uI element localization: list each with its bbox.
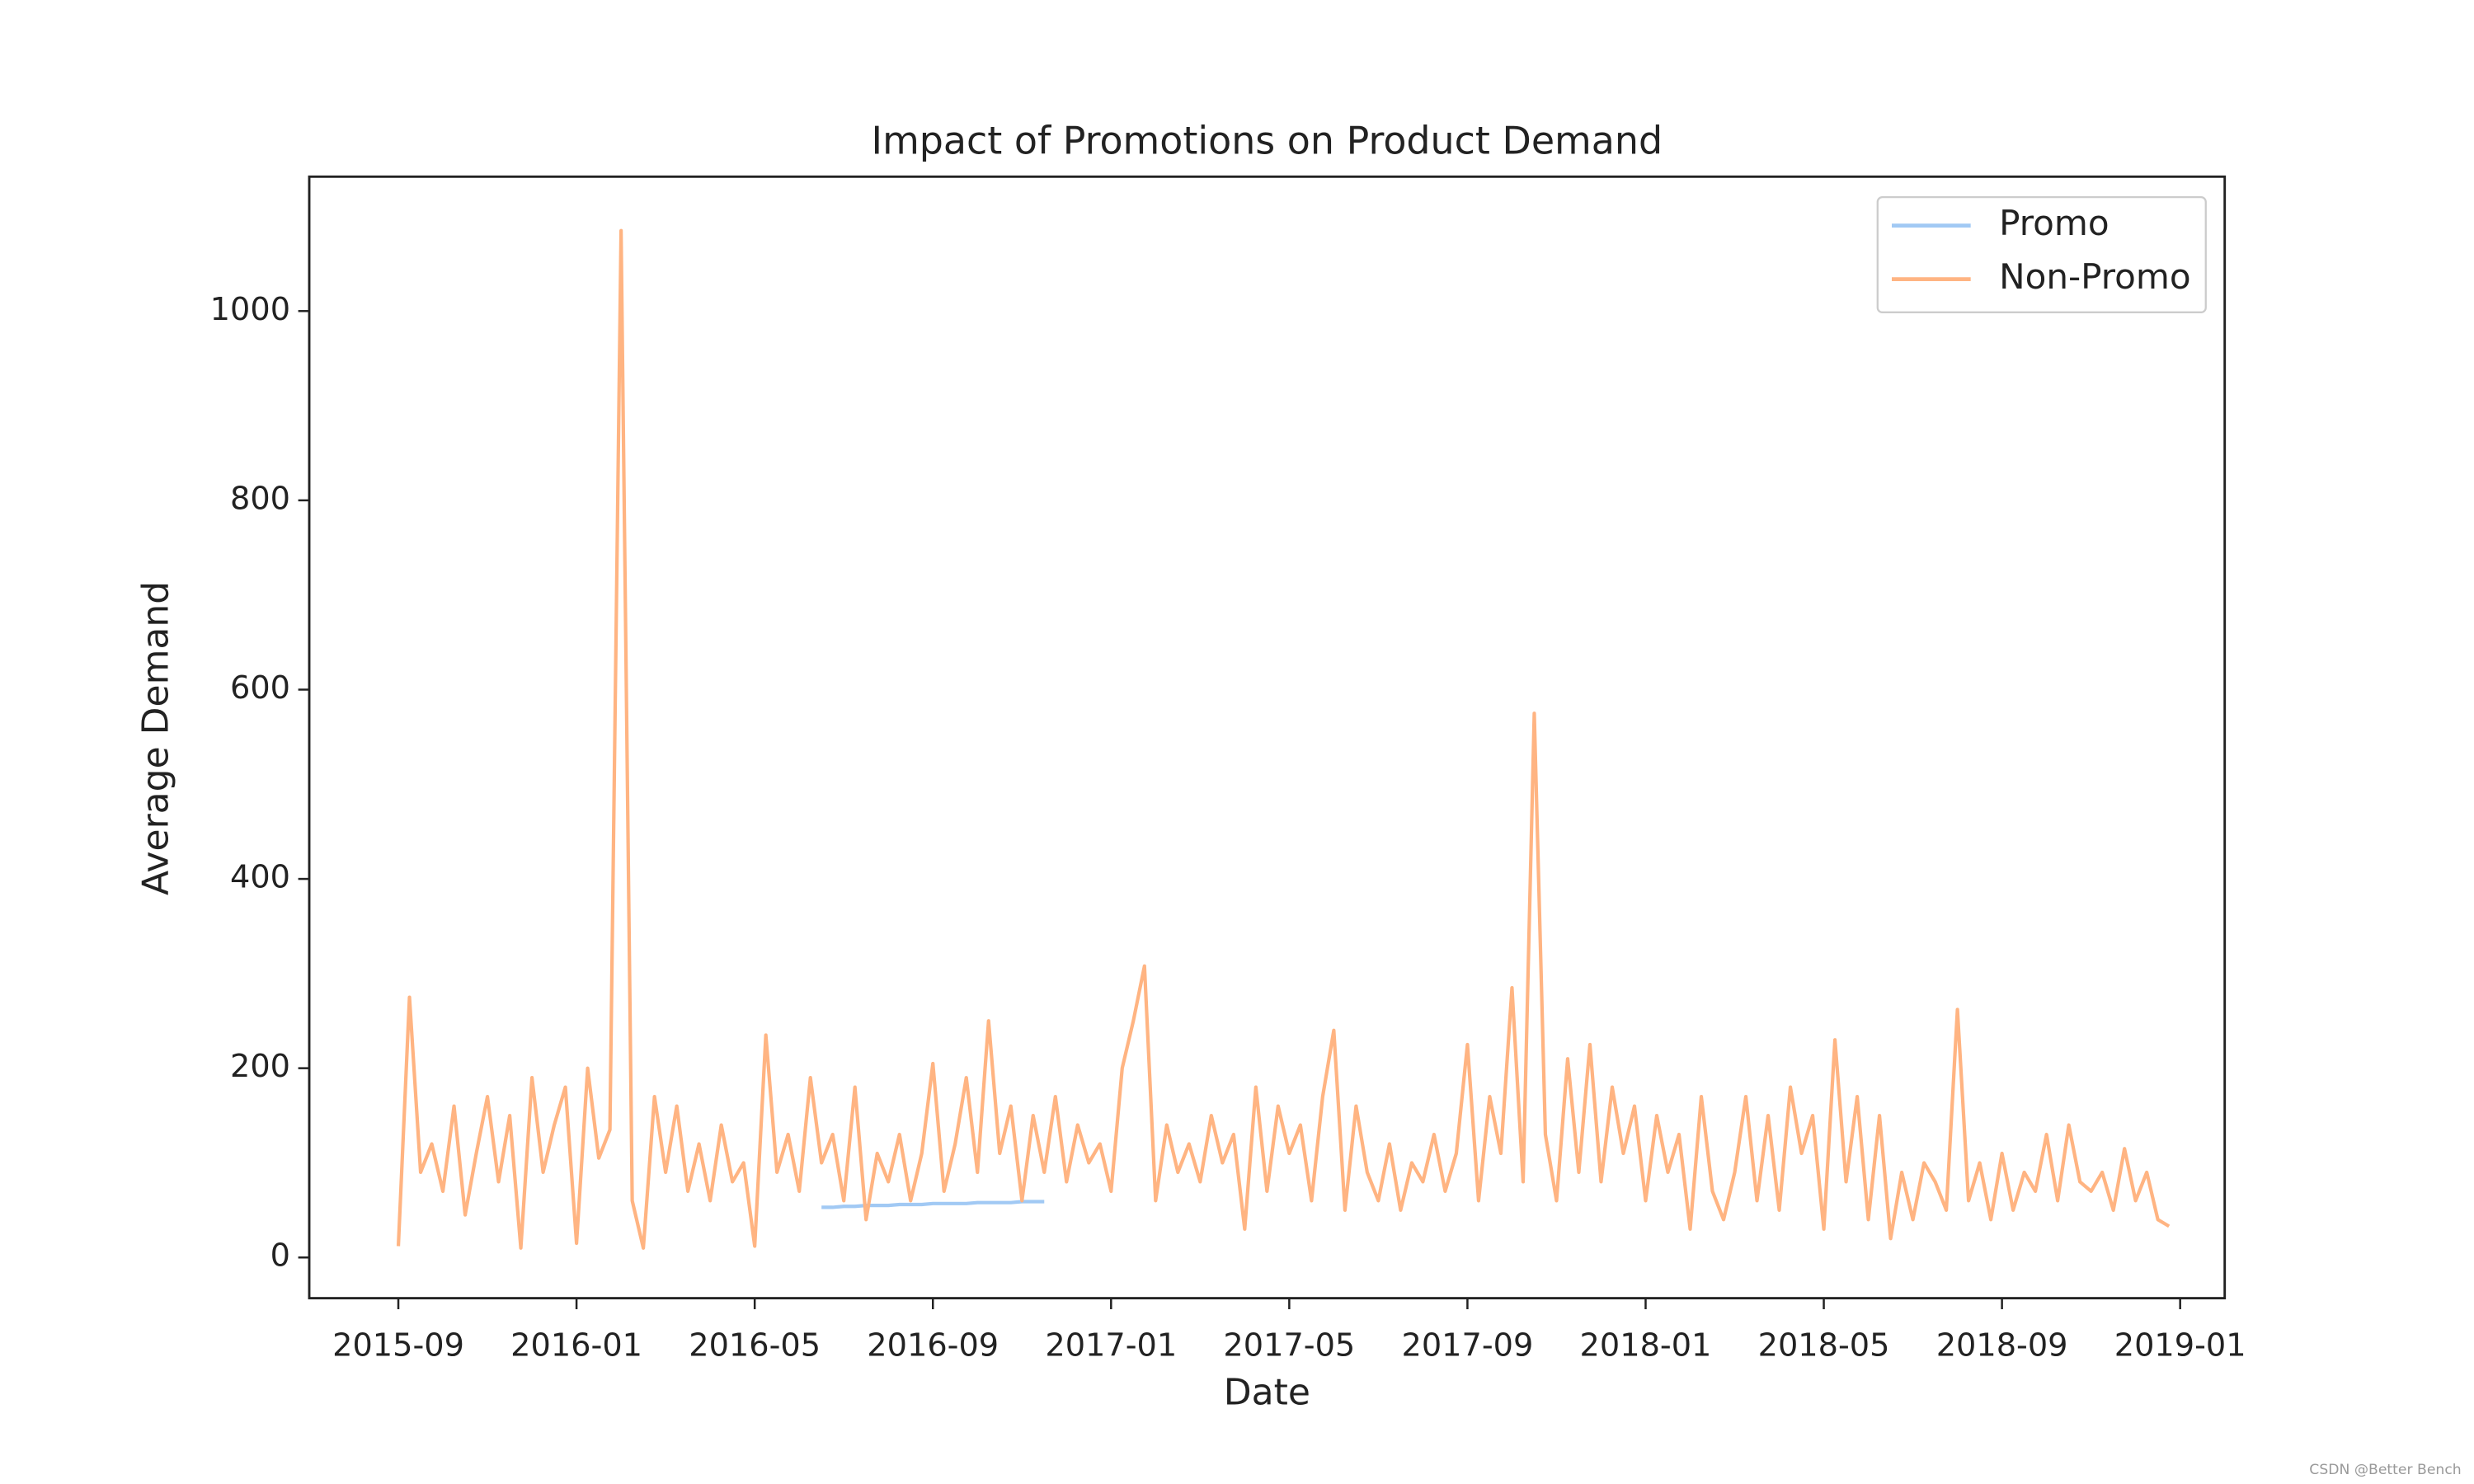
- x-tick-label: 2018-09: [1936, 1327, 2068, 1364]
- y-tick-label: 200: [230, 1048, 290, 1085]
- x-tick-label: 2019-01: [2114, 1327, 2246, 1364]
- x-tick-label: 2018-05: [1758, 1327, 1890, 1364]
- x-tick-label: 2017-05: [1223, 1327, 1355, 1364]
- x-tick-label: 2017-01: [1045, 1327, 1177, 1364]
- series-line: [821, 1200, 1045, 1209]
- series-line: [396, 228, 2171, 1250]
- y-tick-label: 600: [230, 669, 290, 707]
- y-tick-label: 800: [230, 480, 290, 517]
- x-tick-label: 2016-05: [689, 1327, 821, 1364]
- y-tick-label: 0: [270, 1237, 290, 1275]
- x-tick-label: 2015-09: [332, 1327, 464, 1364]
- legend-label: Promo: [1999, 203, 2109, 243]
- x-tick-label: 2017-09: [1402, 1327, 1534, 1364]
- plot-frame: [308, 175, 2227, 1300]
- y-axis-label: Average Demand: [134, 581, 176, 895]
- x-tick-label: 2016-09: [867, 1327, 999, 1364]
- watermark: CSDN @Better Bench: [2309, 1462, 2461, 1478]
- y-tick-label: 1000: [210, 291, 290, 328]
- legend: Promo Non-Promo: [1876, 196, 2207, 313]
- x-axis-label: Date: [1224, 1371, 1310, 1413]
- x-tick-label: 2016-01: [510, 1327, 642, 1364]
- y-tick-label: 400: [230, 859, 290, 896]
- x-tick-label: 2018-01: [1580, 1327, 1712, 1364]
- chart-title: Impact of Promotions on Product Demand: [872, 119, 1663, 163]
- legend-label: Non-Promo: [1999, 256, 2191, 297]
